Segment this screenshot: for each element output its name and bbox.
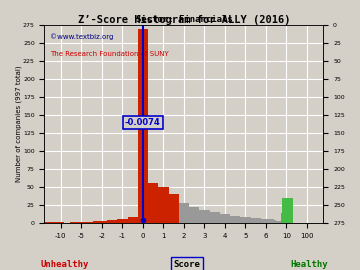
Bar	[107, 220, 117, 223]
Bar	[279, 222, 289, 223]
Bar	[127, 217, 138, 223]
Bar	[264, 220, 274, 223]
Text: Score: Score	[174, 260, 201, 269]
Bar	[86, 222, 97, 223]
Bar	[148, 184, 158, 223]
Bar	[189, 207, 199, 223]
Bar	[251, 218, 261, 223]
Bar	[282, 222, 293, 223]
Bar	[210, 212, 220, 223]
Bar	[274, 222, 284, 223]
Bar	[282, 213, 292, 223]
Bar	[240, 217, 251, 223]
Text: Sector: Financials: Sector: Financials	[136, 15, 232, 24]
Bar	[282, 222, 292, 223]
Bar	[220, 214, 230, 223]
Bar	[276, 222, 287, 223]
Text: Unhealthy: Unhealthy	[41, 260, 89, 269]
Bar	[97, 221, 107, 223]
Bar	[138, 29, 148, 223]
Bar	[282, 222, 292, 223]
Bar	[283, 220, 293, 223]
Bar	[230, 216, 240, 223]
Text: -0.0074: -0.0074	[125, 118, 161, 127]
Bar	[44, 222, 54, 223]
Y-axis label: Number of companies (997 total): Number of companies (997 total)	[15, 66, 22, 182]
Bar	[282, 222, 292, 223]
Bar	[266, 220, 276, 223]
Bar	[269, 221, 279, 223]
Bar	[179, 203, 189, 223]
Bar	[117, 220, 127, 223]
Bar	[168, 194, 179, 223]
Bar	[80, 222, 90, 223]
Bar	[54, 222, 64, 223]
Text: Healthy: Healthy	[291, 260, 328, 269]
Bar	[76, 222, 86, 223]
Bar	[282, 222, 292, 223]
Text: ©www.textbiz.org: ©www.textbiz.org	[50, 33, 113, 40]
Text: The Research Foundation of SUNY: The Research Foundation of SUNY	[50, 51, 169, 57]
Bar	[271, 221, 282, 223]
Bar	[93, 221, 104, 223]
Bar	[90, 222, 100, 223]
Bar	[72, 222, 82, 223]
Bar	[282, 222, 292, 223]
Bar	[283, 218, 293, 223]
Bar	[199, 210, 210, 223]
Bar	[74, 222, 85, 223]
Title: Z’-Score Histogram for ALLY (2016): Z’-Score Histogram for ALLY (2016)	[78, 15, 290, 25]
Bar	[282, 222, 292, 223]
Bar	[83, 222, 93, 223]
Bar	[282, 198, 293, 223]
Bar	[282, 222, 292, 223]
Bar	[70, 222, 80, 223]
Bar	[158, 187, 168, 223]
Bar	[261, 219, 271, 223]
